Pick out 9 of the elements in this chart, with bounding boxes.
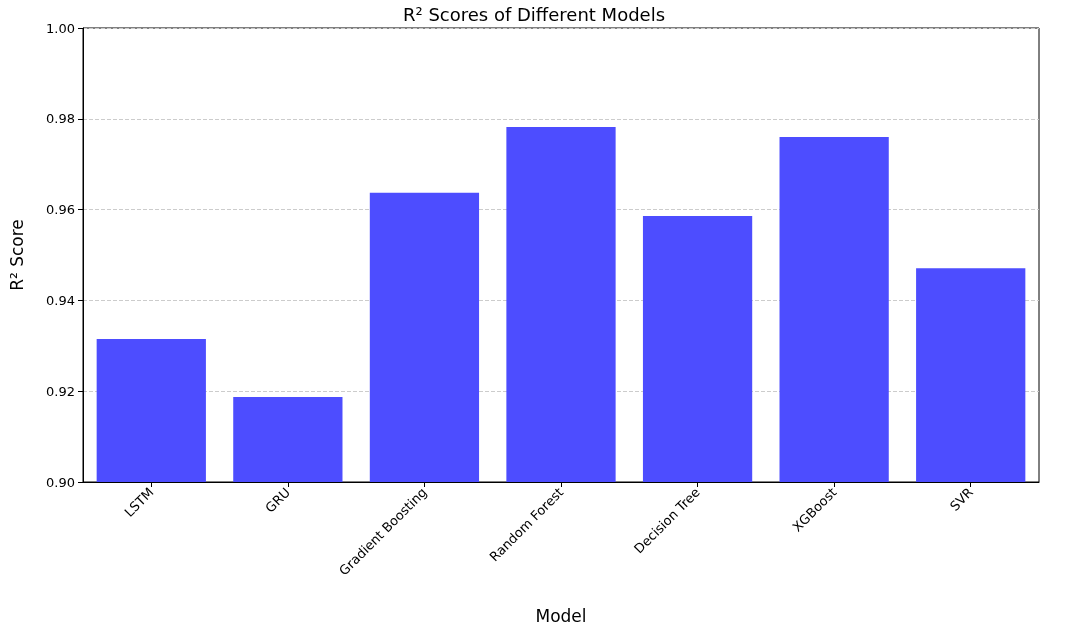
y-tick-label: 1.00 [46,20,75,36]
chart-title: R² Scores of Different Models [402,3,666,25]
y-axis-title: R² Score [6,219,27,291]
x-axis-title: Model [535,605,587,626]
y-tick-label: 0.94 [46,292,75,308]
y-tick-label: 0.98 [46,111,75,127]
y-tick-label: 0.92 [46,383,75,399]
y-tick-label: 0.90 [46,474,75,490]
y-tick-label: 0.96 [46,202,75,218]
